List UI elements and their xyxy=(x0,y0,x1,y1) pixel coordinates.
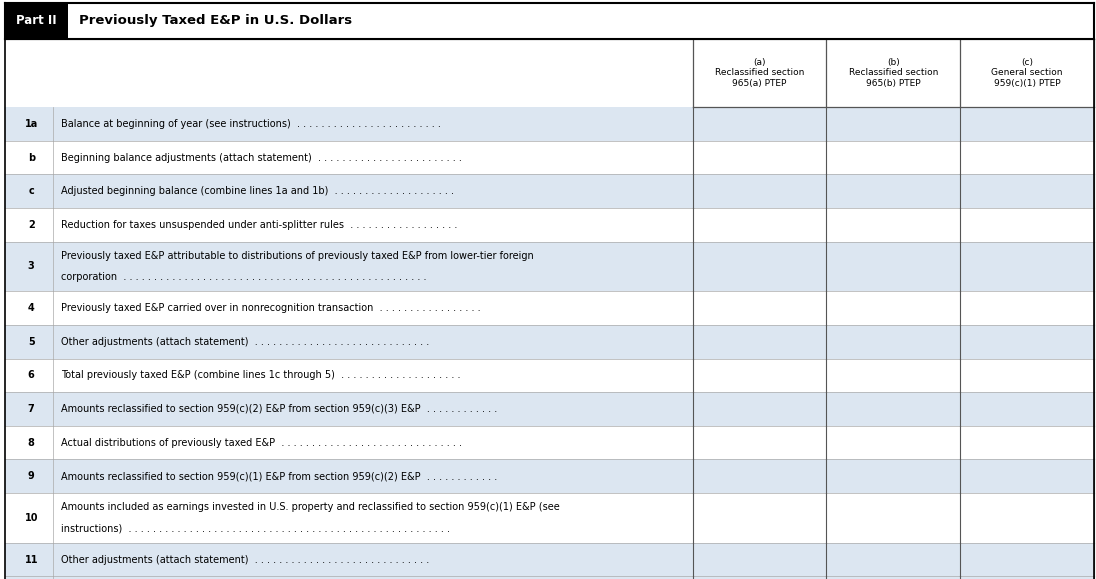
Text: Amounts included as earnings invested in U.S. property and reclassified to secti: Amounts included as earnings invested in… xyxy=(61,502,560,512)
Text: Balance at beginning of year (see instructions)  . . . . . . . . . . . . . . . .: Balance at beginning of year (see instru… xyxy=(61,119,442,129)
Text: 9: 9 xyxy=(27,471,35,481)
Bar xyxy=(5,493,1094,543)
Text: instructions)  . . . . . . . . . . . . . . . . . . . . . . . . . . . . . . . . .: instructions) . . . . . . . . . . . . . … xyxy=(61,524,450,534)
Text: 1a: 1a xyxy=(24,119,38,129)
Bar xyxy=(5,325,1094,358)
Bar xyxy=(5,543,1094,577)
Bar xyxy=(5,392,1094,426)
Text: Amounts reclassified to section 959(c)(2) E&P from section 959(c)(3) E&P  . . . : Amounts reclassified to section 959(c)(2… xyxy=(61,404,498,414)
Text: 11: 11 xyxy=(24,555,38,565)
Text: Amounts reclassified to section 959(c)(1) E&P from section 959(c)(2) E&P  . . . : Amounts reclassified to section 959(c)(1… xyxy=(61,471,498,481)
Text: (a)
Reclassified section
965(a) PTEP: (a) Reclassified section 965(a) PTEP xyxy=(715,58,804,88)
Text: Total previously taxed E&P (combine lines 1c through 5)  . . . . . . . . . . . .: Total previously taxed E&P (combine line… xyxy=(61,371,461,380)
Bar xyxy=(5,358,1094,392)
Text: 4: 4 xyxy=(27,303,35,313)
Bar xyxy=(5,291,1094,325)
Text: 7: 7 xyxy=(27,404,35,414)
Text: Previously Taxed E&P in U.S. Dollars: Previously Taxed E&P in U.S. Dollars xyxy=(79,14,352,27)
Bar xyxy=(5,3,68,39)
Bar xyxy=(5,241,1094,291)
Bar xyxy=(5,577,1094,579)
Text: Reduction for taxes unsuspended under anti-splitter rules  . . . . . . . . . . .: Reduction for taxes unsuspended under an… xyxy=(61,220,458,230)
Bar xyxy=(5,459,1094,493)
Text: 10: 10 xyxy=(24,513,38,523)
Text: c: c xyxy=(28,186,34,196)
Text: Other adjustments (attach statement)  . . . . . . . . . . . . . . . . . . . . . : Other adjustments (attach statement) . .… xyxy=(61,337,430,347)
Text: (c)
General section
959(c)(1) PTEP: (c) General section 959(c)(1) PTEP xyxy=(991,58,1063,88)
Text: Part II: Part II xyxy=(16,14,57,27)
Text: Beginning balance adjustments (attach statement)  . . . . . . . . . . . . . . . : Beginning balance adjustments (attach st… xyxy=(61,152,463,163)
Bar xyxy=(5,141,1094,174)
Text: Previously taxed E&P attributable to distributions of previously taxed E&P from : Previously taxed E&P attributable to dis… xyxy=(61,251,534,261)
Text: 3: 3 xyxy=(27,262,35,272)
Text: Adjusted beginning balance (combine lines 1a and 1b)  . . . . . . . . . . . . . : Adjusted beginning balance (combine line… xyxy=(61,186,455,196)
Text: corporation  . . . . . . . . . . . . . . . . . . . . . . . . . . . . . . . . . .: corporation . . . . . . . . . . . . . . … xyxy=(61,272,426,283)
Bar xyxy=(5,39,1094,107)
Text: 6: 6 xyxy=(27,371,35,380)
Bar xyxy=(5,174,1094,208)
Text: 8: 8 xyxy=(27,438,35,448)
Text: Actual distributions of previously taxed E&P  . . . . . . . . . . . . . . . . . : Actual distributions of previously taxed… xyxy=(61,438,463,448)
Text: 2: 2 xyxy=(27,220,35,230)
Bar xyxy=(5,208,1094,241)
Bar xyxy=(5,107,1094,141)
Text: Other adjustments (attach statement)  . . . . . . . . . . . . . . . . . . . . . : Other adjustments (attach statement) . .… xyxy=(61,555,430,565)
Text: Previously taxed E&P carried over in nonrecognition transaction  . . . . . . . .: Previously taxed E&P carried over in non… xyxy=(61,303,481,313)
Text: (b)
Reclassified section
965(b) PTEP: (b) Reclassified section 965(b) PTEP xyxy=(848,58,938,88)
Bar xyxy=(5,426,1094,459)
Text: 5: 5 xyxy=(27,337,35,347)
Text: b: b xyxy=(27,152,35,163)
